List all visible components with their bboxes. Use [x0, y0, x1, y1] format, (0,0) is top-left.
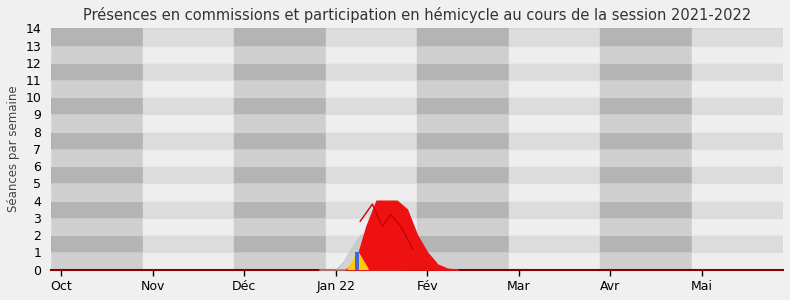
Bar — [51, 183, 783, 201]
Bar — [51, 252, 783, 270]
Polygon shape — [348, 252, 368, 270]
Bar — [51, 80, 783, 97]
Bar — [51, 28, 142, 270]
Bar — [51, 132, 783, 149]
Bar — [51, 149, 783, 166]
Bar — [51, 218, 783, 235]
Y-axis label: Séances par semaine: Séances par semaine — [7, 85, 20, 212]
Bar — [51, 97, 783, 115]
Bar — [600, 28, 691, 270]
Bar — [691, 28, 783, 270]
Bar — [417, 28, 509, 270]
Bar — [51, 115, 783, 132]
Bar — [51, 28, 783, 46]
Bar — [234, 28, 325, 270]
Bar — [51, 63, 783, 80]
Bar — [51, 166, 783, 183]
Title: Présences en commissions et participation en hémicycle au cours de la session 20: Présences en commissions et participatio… — [83, 7, 751, 23]
Bar — [509, 28, 600, 270]
Bar — [325, 28, 417, 270]
Bar — [51, 201, 783, 218]
Bar — [356, 252, 359, 270]
Bar — [51, 46, 783, 63]
Bar — [142, 28, 234, 270]
Bar — [51, 235, 783, 252]
